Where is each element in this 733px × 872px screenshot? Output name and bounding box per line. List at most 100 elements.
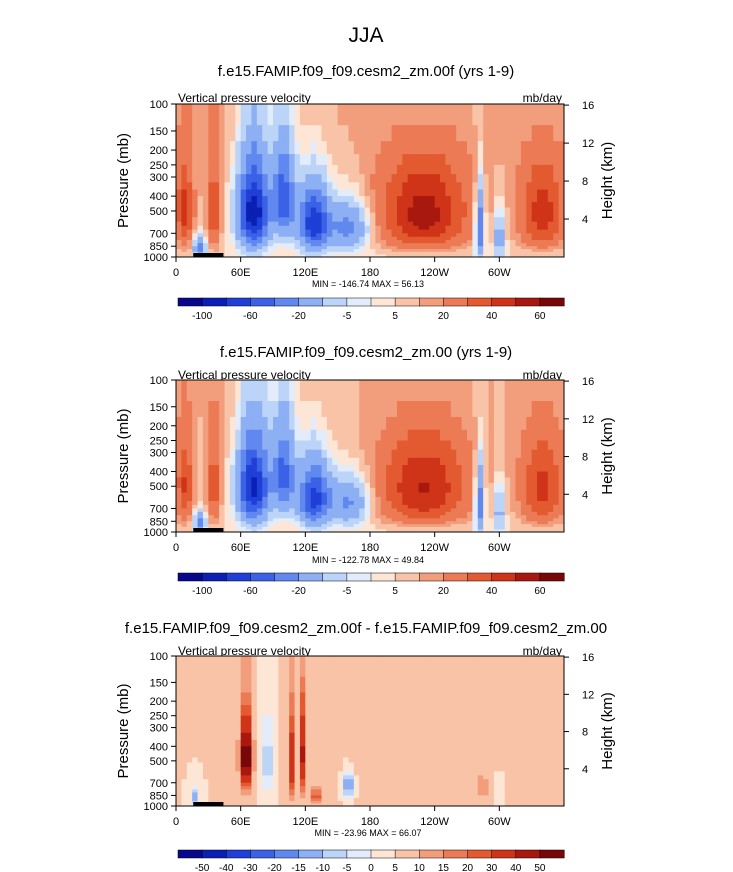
contour-cell [364,251,371,255]
contour-cell [321,233,328,238]
contour-cell [396,487,403,493]
contour-cell [402,254,409,258]
contour-cell [558,739,565,747]
contour-cell [472,457,479,466]
contour-cell [202,380,209,402]
contour-cell [224,526,231,530]
contour-cell [445,254,452,258]
contour-cell [547,526,554,530]
contour-cell [370,487,376,493]
contour-cell [370,762,376,768]
contour-cell [186,249,193,253]
contour-cell [407,762,414,768]
contour-cell [456,715,463,726]
contour-cell [380,440,387,451]
contour-cell [370,225,376,231]
contour-cell [176,786,182,790]
contour-cell [391,240,398,244]
contour-cell [229,229,236,234]
contour-cell [461,482,468,489]
contour-cell [407,705,414,717]
contour-cell [537,500,543,506]
contour-cell [537,752,543,758]
contour-cell [186,174,193,183]
contour-cell [310,249,317,253]
contour-cell [423,251,430,255]
contour-cell [273,492,279,498]
contour-cell [472,739,479,747]
contour-cell [461,508,468,513]
contour-cell [332,705,339,717]
contour-cell [445,692,452,706]
contour-cell [493,511,500,516]
contour-cell [375,246,382,250]
contour-cell [353,786,360,790]
contour-cell [364,518,371,522]
contour-cell [202,482,209,489]
contour-cell [467,174,473,183]
contour-cell [429,221,436,227]
contour-cell [380,775,387,780]
contour-cell [192,212,198,218]
contour-cell [310,487,317,493]
contour-cell [504,515,511,519]
contour-cell [213,515,220,519]
contour-cell [262,746,269,753]
contour-cell [186,401,193,418]
contour-cell [380,526,387,530]
contour-cell [375,465,382,472]
contour-cell [402,529,409,533]
contour-cell [542,246,549,250]
contour-cell [510,779,516,784]
contour-cell [456,732,463,741]
contour-cell [235,207,242,213]
contour-cell [418,202,425,208]
contour-cell [299,254,306,258]
contour-cell [510,782,516,787]
contour-cell [316,217,322,223]
contour-cell [520,496,527,502]
contour-cell [434,471,441,478]
contour-cell [467,524,473,528]
contour-cell [391,789,398,793]
contour-cell [343,705,349,717]
contour-cell [240,526,247,530]
contour-cell [305,779,312,784]
contour-cell [440,189,446,197]
contour-cell [510,757,516,763]
contour-cell [472,508,479,513]
contour-cell [202,457,209,466]
contour-cell [343,229,349,234]
contour-cell [176,524,182,528]
contour-cell [434,104,441,126]
contour-cell [353,125,360,142]
contour-cell [520,767,527,772]
contour-cell [326,724,333,734]
contour-cell [537,229,543,234]
contour-cell [321,775,328,780]
contour-cell [402,125,409,142]
contour-cell [542,515,549,519]
contour-cell [380,789,387,793]
contour-cell [240,236,247,241]
contour-cell [229,482,236,489]
contour-cell [219,477,225,484]
contour-cell [456,154,463,166]
contour-cell [456,207,463,213]
contour-cell [380,762,387,768]
longitude-tick-label: 120E [292,267,318,279]
contour-cell [445,104,452,126]
contour-cell [391,775,398,780]
contour-cell [240,249,247,253]
contour-cell [316,249,322,253]
contour-cell [359,656,366,678]
contour-cell [305,771,312,776]
contour-cell [375,196,382,203]
contour-cell [434,416,441,431]
contour-cell [316,246,322,250]
contour-cell [429,767,436,772]
contour-cell [553,154,560,166]
contour-cell [526,246,533,250]
contour-cell [235,251,242,255]
contour-cell [456,457,463,466]
